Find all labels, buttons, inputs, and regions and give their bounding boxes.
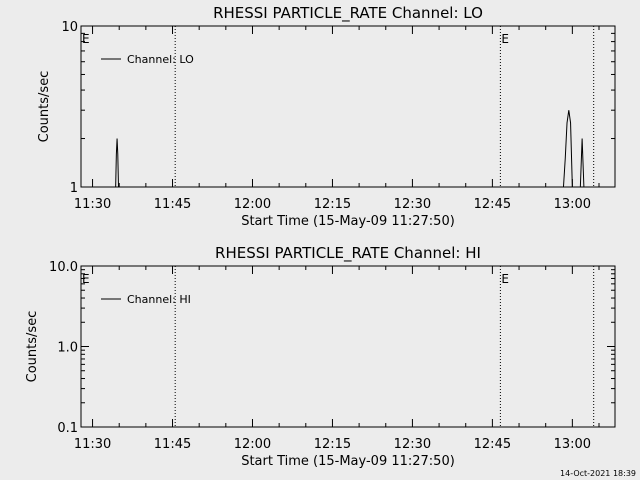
x-axis-label: Start Time (15-May-09 11:27:50) bbox=[241, 214, 455, 229]
plot-frame bbox=[80, 25, 616, 188]
y-tick-label: 10.0 bbox=[49, 260, 78, 275]
chart-title: RHESSI PARTICLE_RATE Channel: HI bbox=[215, 244, 481, 263]
y-tick-label: 0.1 bbox=[57, 421, 78, 436]
x-tick-label: 11:30 bbox=[74, 197, 111, 212]
y-tick-label: 10 bbox=[61, 20, 78, 35]
x-tick-label: 11:30 bbox=[74, 437, 111, 452]
legend-entry: Channel: HI bbox=[127, 293, 191, 306]
x-tick-label: 12:15 bbox=[314, 197, 351, 212]
event-marker-label: E bbox=[501, 272, 509, 286]
x-tick-label: 12:30 bbox=[394, 197, 431, 212]
x-tick-label: 12:30 bbox=[394, 437, 431, 452]
x-tick-label: 12:00 bbox=[234, 197, 271, 212]
chart-title: RHESSI PARTICLE_RATE Channel: LO bbox=[213, 4, 483, 23]
y-tick-label: 1 bbox=[70, 181, 78, 196]
footer-timestamp: 14-Oct-2021 18:39 bbox=[560, 469, 636, 478]
y-tick-label: 1.0 bbox=[57, 341, 78, 356]
series-line bbox=[115, 110, 585, 188]
y-axis-label: Counts/sec bbox=[37, 71, 52, 143]
event-marker-label: E bbox=[82, 32, 90, 46]
x-tick-label: 12:00 bbox=[234, 437, 271, 452]
y-axis-label: Counts/sec bbox=[25, 311, 40, 383]
x-tick-label: 12:45 bbox=[474, 197, 511, 212]
event-marker-label: E bbox=[501, 32, 509, 46]
x-tick-label: 13:00 bbox=[554, 437, 591, 452]
x-tick-label: 11:45 bbox=[154, 437, 191, 452]
event-marker-label: E bbox=[82, 272, 90, 286]
legend-entry: Channel: LO bbox=[127, 53, 194, 66]
x-tick-label: 12:45 bbox=[474, 437, 511, 452]
x-axis-label: Start Time (15-May-09 11:27:50) bbox=[241, 454, 455, 469]
x-tick-label: 13:00 bbox=[554, 197, 591, 212]
x-tick-label: 11:45 bbox=[154, 197, 191, 212]
plot-frame bbox=[80, 265, 616, 428]
x-tick-label: 12:15 bbox=[314, 437, 351, 452]
